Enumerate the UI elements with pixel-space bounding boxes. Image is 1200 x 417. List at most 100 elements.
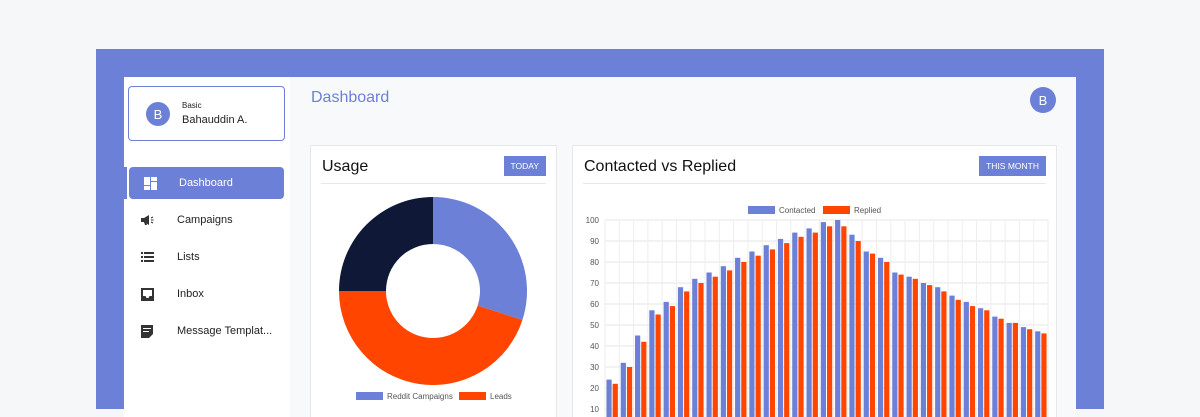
inbox-icon (140, 287, 154, 301)
y-tick-label: 20 (590, 384, 599, 393)
bar-contacted[interactable] (678, 287, 683, 417)
bar-replied[interactable] (998, 319, 1003, 417)
sidebar-item-label: Inbox (177, 288, 204, 300)
bar-contacted[interactable] (949, 296, 954, 417)
bar-contacted[interactable] (749, 252, 754, 417)
sidebar-item-dashboard[interactable]: Dashboard (129, 167, 284, 199)
template-icon (140, 324, 154, 338)
bar-replied[interactable] (956, 300, 961, 417)
avatar[interactable]: B (146, 102, 170, 126)
bar-contacted[interactable] (792, 233, 797, 417)
bar-replied[interactable] (1027, 329, 1032, 417)
y-tick-label: 80 (590, 258, 599, 267)
dashboard-icon (143, 176, 157, 190)
bar-contacted[interactable] (649, 310, 654, 417)
bar-contacted[interactable] (849, 235, 854, 417)
bar-replied[interactable] (713, 277, 718, 417)
bar-contacted[interactable] (935, 287, 940, 417)
sidebar-item-label: Campaigns (177, 214, 233, 226)
bar-replied[interactable] (927, 285, 932, 417)
sidebar-item-campaigns[interactable]: Campaigns (124, 204, 290, 236)
bar-replied[interactable] (856, 241, 861, 417)
sidebar-nav: Dashboard Campaigns Lists Inbox (124, 167, 290, 352)
today-button[interactable]: TODAY (504, 156, 547, 176)
bar-replied[interactable] (641, 342, 646, 417)
bar-contacted[interactable] (921, 283, 926, 417)
bar-contacted[interactable] (692, 279, 697, 417)
legend-swatch (356, 392, 383, 400)
bar-replied[interactable] (798, 237, 803, 417)
bar-replied[interactable] (898, 275, 903, 417)
sidebar-item-lists[interactable]: Lists (124, 241, 290, 273)
bar-contacted[interactable] (735, 258, 740, 417)
sidebar-item-label: Lists (177, 251, 200, 263)
legend-swatch (748, 206, 775, 214)
sidebar: B Basic Bahauddin A. Dashboard Campaigns (124, 77, 290, 417)
bar-replied[interactable] (656, 315, 661, 417)
bar-contacted[interactable] (764, 245, 769, 417)
y-tick-label: 60 (590, 300, 599, 309)
bar-contacted[interactable] (864, 252, 869, 417)
doughnut-slice[interactable] (433, 197, 527, 320)
bar-replied[interactable] (941, 291, 946, 417)
bar-contacted[interactable] (907, 277, 912, 417)
bar-replied[interactable] (627, 367, 632, 417)
bar-replied[interactable] (613, 384, 618, 417)
bar-replied[interactable] (770, 249, 775, 417)
bar-replied[interactable] (741, 262, 746, 417)
sidebar-item-message-templates[interactable]: Message Templat... (124, 315, 290, 347)
bar-replied[interactable] (698, 283, 703, 417)
bar-replied[interactable] (670, 306, 675, 417)
bar-contacted[interactable] (721, 266, 726, 417)
bar-contacted[interactable] (821, 222, 826, 417)
bar-replied[interactable] (841, 226, 846, 417)
bar-contacted[interactable] (835, 220, 840, 417)
bar-contacted[interactable] (778, 239, 783, 417)
legend-label: Replied (854, 206, 881, 215)
bar-contacted[interactable] (978, 308, 983, 417)
profile-card[interactable]: B Basic Bahauddin A. (128, 86, 285, 141)
plan-label: Basic (182, 101, 202, 110)
bar-replied[interactable] (1013, 323, 1018, 417)
bar-contacted[interactable] (807, 228, 812, 417)
bar-contacted[interactable] (1007, 323, 1012, 417)
main-content: Dashboard B Usage TODAY Reddit Campaigns… (290, 77, 1076, 417)
bar-contacted[interactable] (635, 336, 640, 417)
bar-replied[interactable] (970, 306, 975, 417)
this-month-button[interactable]: THIS MONTH (979, 156, 1046, 176)
bar-contacted[interactable] (892, 273, 897, 417)
doughnut-slice[interactable] (339, 197, 433, 291)
bar-contacted[interactable] (1021, 327, 1026, 417)
bar-replied[interactable] (684, 291, 689, 417)
contacted-vs-replied-card: Contacted vs Replied THIS MONTH Contacte… (572, 145, 1057, 417)
bar-contacted[interactable] (992, 317, 997, 417)
bar-replied[interactable] (727, 270, 732, 417)
bar-contacted[interactable] (878, 258, 883, 417)
app-window: B Basic Bahauddin A. Dashboard Campaigns (124, 77, 1076, 417)
cvr-title: Contacted vs Replied (584, 158, 736, 176)
bar-replied[interactable] (884, 262, 889, 417)
bar-replied[interactable] (827, 226, 832, 417)
bar-replied[interactable] (913, 279, 918, 417)
bar-replied[interactable] (784, 243, 789, 417)
bar-replied[interactable] (1041, 333, 1046, 417)
bar-contacted[interactable] (1035, 331, 1040, 417)
y-tick-label: 100 (586, 216, 600, 225)
divider (321, 183, 546, 184)
bar-contacted[interactable] (621, 363, 626, 417)
y-tick-label: 90 (590, 237, 599, 246)
user-name: Bahauddin A. (182, 114, 247, 126)
bar-contacted[interactable] (606, 380, 611, 417)
bar-contacted[interactable] (706, 273, 711, 417)
bar-replied[interactable] (870, 254, 875, 417)
bar-replied[interactable] (984, 310, 989, 417)
user-avatar[interactable]: B (1030, 87, 1056, 113)
page-title: Dashboard (311, 89, 389, 107)
sidebar-item-inbox[interactable]: Inbox (124, 278, 290, 310)
bar-replied[interactable] (756, 256, 761, 417)
y-tick-label: 40 (590, 342, 599, 351)
bar-replied[interactable] (813, 233, 818, 417)
legend-label: Contacted (779, 206, 815, 215)
